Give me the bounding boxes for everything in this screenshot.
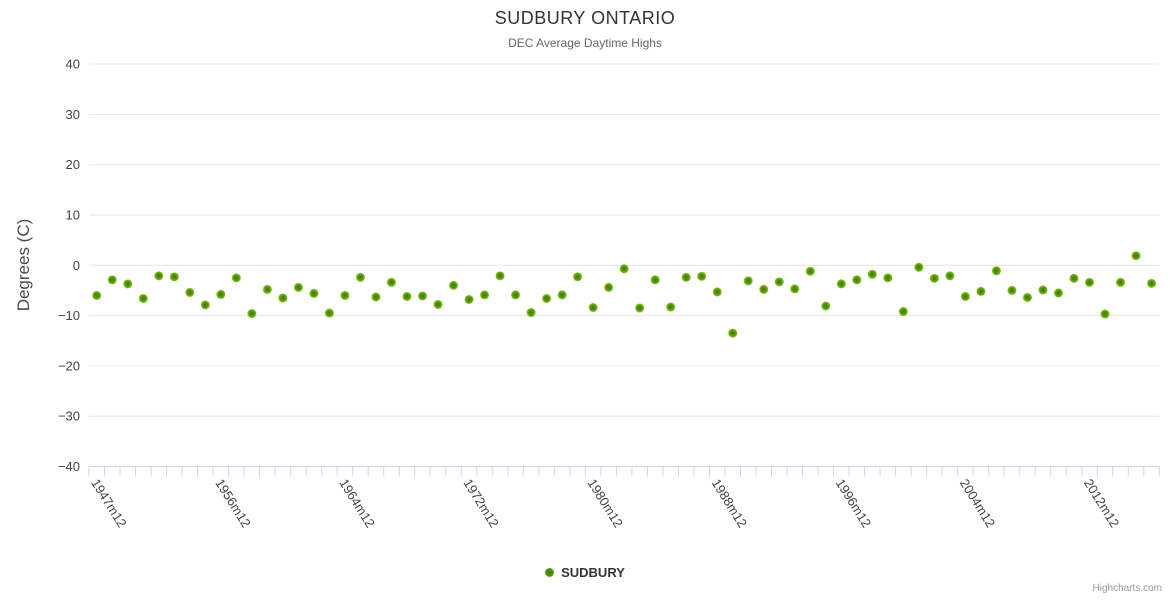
- data-point[interactable]: [929, 273, 939, 283]
- data-point[interactable]: [247, 309, 257, 319]
- data-point[interactable]: [216, 289, 226, 299]
- legend-marker-icon: [545, 568, 555, 577]
- data-point[interactable]: [914, 262, 924, 272]
- x-axis-tick-label: 1980m12: [585, 476, 626, 530]
- data-point[interactable]: [402, 291, 412, 301]
- data-point[interactable]: [526, 308, 536, 318]
- data-point[interactable]: [169, 272, 179, 282]
- y-axis-tick-label: −20: [58, 358, 80, 373]
- data-point[interactable]: [1053, 288, 1063, 298]
- data-point[interactable]: [542, 293, 552, 303]
- data-point[interactable]: [1131, 251, 1141, 261]
- data-point[interactable]: [340, 290, 350, 300]
- data-point[interactable]: [728, 328, 738, 338]
- data-point[interactable]: [681, 272, 691, 282]
- data-point[interactable]: [759, 284, 769, 294]
- data-point[interactable]: [92, 290, 102, 300]
- data-point[interactable]: [200, 300, 210, 310]
- data-point[interactable]: [697, 271, 707, 281]
- data-point[interactable]: [231, 273, 241, 283]
- data-point[interactable]: [821, 301, 831, 311]
- data-point[interactable]: [154, 271, 164, 281]
- data-point[interactable]: [386, 277, 396, 287]
- data-point[interactable]: [867, 269, 877, 279]
- data-point[interactable]: [449, 280, 459, 290]
- data-point[interactable]: [278, 293, 288, 303]
- data-point[interactable]: [898, 307, 908, 317]
- data-point[interactable]: [185, 287, 195, 297]
- data-point[interactable]: [883, 273, 893, 283]
- data-point[interactable]: [1038, 285, 1048, 295]
- data-point[interactable]: [355, 272, 365, 282]
- data-point[interactable]: [1100, 309, 1110, 319]
- chart-title: SUDBURY ONTARIO: [494, 8, 676, 28]
- data-point[interactable]: [495, 271, 505, 281]
- data-point[interactable]: [1116, 277, 1126, 287]
- data-point[interactable]: [945, 271, 955, 281]
- data-point[interactable]: [464, 294, 474, 304]
- data-point[interactable]: [293, 282, 303, 292]
- chart-subtitle: DEC Average Daytime Highs: [508, 36, 662, 50]
- data-point[interactable]: [805, 266, 815, 276]
- x-axis-tick-label: 1972m12: [460, 476, 501, 530]
- data-point[interactable]: [991, 266, 1001, 276]
- data-point[interactable]: [976, 286, 986, 296]
- y-axis-tick-label: −40: [58, 459, 80, 474]
- y-axis-tick-label: 40: [66, 57, 80, 72]
- y-axis-title: Degrees (C): [14, 218, 33, 312]
- data-point[interactable]: [309, 288, 319, 298]
- data-point[interactable]: [852, 275, 862, 285]
- data-point[interactable]: [604, 282, 614, 292]
- data-point[interactable]: [712, 287, 722, 297]
- y-axis-tick-label: 0: [73, 258, 80, 273]
- y-axis-tick-label: 20: [66, 157, 80, 172]
- data-point[interactable]: [650, 275, 660, 285]
- data-point[interactable]: [1147, 278, 1157, 288]
- x-axis-tick-label: 1964m12: [336, 476, 377, 530]
- legend-label: SUDBURY: [561, 565, 625, 580]
- data-point[interactable]: [417, 291, 427, 301]
- y-axis-tick-label: 10: [66, 207, 80, 222]
- y-axis-tick-label: −30: [58, 409, 80, 424]
- data-point[interactable]: [511, 290, 521, 300]
- data-point[interactable]: [107, 275, 117, 285]
- x-axis-tick-label: 2004m12: [957, 476, 998, 530]
- y-axis-tick-label: −10: [58, 308, 80, 323]
- y-axis-tick-label: 30: [66, 107, 80, 122]
- data-point[interactable]: [480, 290, 490, 300]
- data-point[interactable]: [836, 279, 846, 289]
- data-point[interactable]: [138, 293, 148, 303]
- data-point[interactable]: [1007, 285, 1017, 295]
- data-point[interactable]: [635, 303, 645, 313]
- data-point[interactable]: [371, 292, 381, 302]
- x-axis-tick-label: 2012m12: [1081, 476, 1122, 530]
- data-point[interactable]: [557, 290, 567, 300]
- data-point[interactable]: [790, 284, 800, 294]
- data-point[interactable]: [1022, 292, 1032, 302]
- data-point[interactable]: [588, 303, 598, 313]
- x-axis-tick-label: 1947m12: [88, 476, 129, 530]
- data-point[interactable]: [262, 284, 272, 294]
- x-axis-tick-label: 1988m12: [709, 476, 750, 530]
- data-point[interactable]: [324, 308, 334, 318]
- data-point[interactable]: [1084, 277, 1094, 287]
- data-point[interactable]: [123, 279, 133, 289]
- data-point[interactable]: [774, 277, 784, 287]
- data-point[interactable]: [743, 276, 753, 286]
- legend-item-sudbury[interactable]: SUDBURY: [0, 565, 1170, 580]
- data-point[interactable]: [960, 291, 970, 301]
- x-axis-tick-label: 1956m12: [212, 476, 253, 530]
- data-point[interactable]: [1069, 273, 1079, 283]
- credits-link[interactable]: Highcharts.com: [1092, 583, 1162, 594]
- x-axis-tick-label: 1996m12: [833, 476, 874, 530]
- data-point[interactable]: [619, 264, 629, 274]
- data-point[interactable]: [573, 272, 583, 282]
- data-point[interactable]: [666, 302, 676, 312]
- data-point[interactable]: [433, 299, 443, 309]
